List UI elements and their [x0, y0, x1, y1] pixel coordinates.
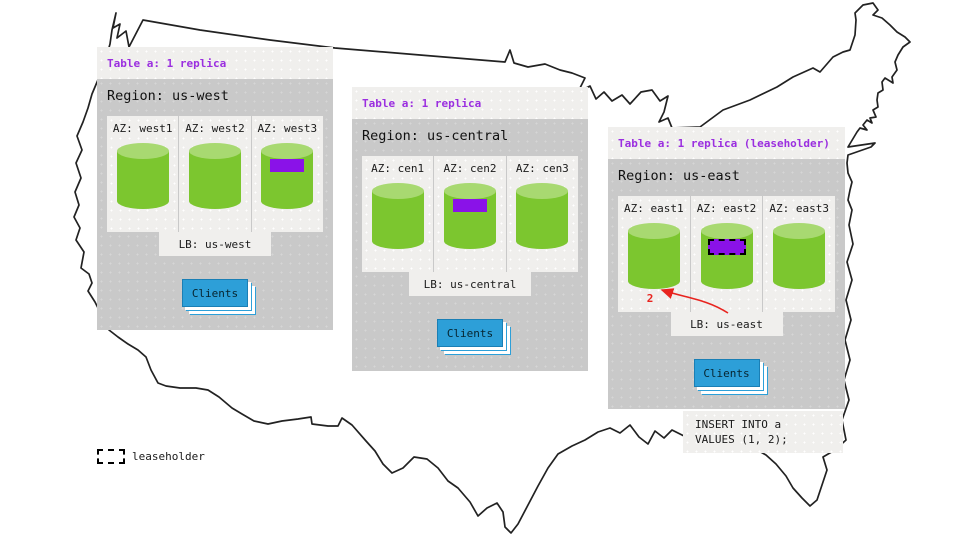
- az-cell-cen1: AZ: cen1: [362, 156, 433, 272]
- load-balancer-label: LB: us-east: [690, 317, 763, 331]
- replica-marker: [452, 199, 487, 212]
- az-label: AZ: west3: [257, 122, 318, 135]
- table-replica-header: Table a: 1 replica: [97, 47, 333, 79]
- load-balancer-label: LB: us-central: [423, 277, 517, 291]
- database-cylinder-icon: [515, 182, 569, 252]
- az-label: AZ: cen1: [371, 162, 425, 175]
- az-label: AZ: east2: [696, 202, 757, 215]
- region-label: Region: us-east: [618, 168, 740, 184]
- az-cell-cen2: AZ: cen2: [433, 156, 505, 272]
- az-cell-west2: AZ: west2: [178, 116, 250, 232]
- leaseholder-marker: [707, 239, 746, 255]
- az-label: AZ: cen3: [515, 162, 569, 175]
- clients-button[interactable]: Clients: [437, 319, 503, 347]
- az-cell-east1: AZ: east1: [618, 196, 690, 312]
- sql-line: VALUES (1, 2);: [695, 433, 788, 446]
- database-cylinder-icon: [116, 142, 170, 212]
- database-cylinder-icon: [371, 182, 425, 252]
- region-body: Region: us-east AZ: east1 AZ: east2: [608, 159, 845, 409]
- clients-button[interactable]: Clients: [693, 359, 760, 387]
- clients-label: Clients: [191, 286, 239, 300]
- table-replica-header: Table a: 1 replica (leaseholder): [608, 127, 845, 159]
- load-balancer-box: LB: us-west: [159, 232, 271, 256]
- load-balancer-box: LB: us-central: [409, 272, 531, 296]
- load-balancer-box: LB: us-east: [670, 312, 783, 336]
- region-panel-us-west: Table a: 1 replica Region: us-west AZ: w…: [97, 47, 333, 330]
- region-panel-us-east: Table a: 1 replica (leaseholder) Region:…: [608, 127, 845, 409]
- table-replica-label: Table a: 1 replica: [362, 96, 482, 110]
- az-label: AZ: east1: [624, 202, 684, 215]
- az-label: AZ: east3: [769, 202, 829, 215]
- az-cell-west3: AZ: west3: [250, 116, 323, 232]
- database-cylinder-icon: [700, 222, 754, 292]
- replica-marker: [270, 159, 305, 172]
- region-label: Region: us-west: [107, 88, 229, 104]
- leaseholder-legend: leaseholder: [97, 449, 205, 464]
- table-replica-header: Table a: 1 replica: [352, 87, 588, 119]
- region-panel-us-central: Table a: 1 replica Region: us-central AZ…: [352, 87, 588, 371]
- table-replica-label: Table a: 1 replica: [107, 56, 227, 70]
- sql-insert-note: INSERT INTO a VALUES (1, 2);: [683, 411, 843, 453]
- az-label: AZ: cen2: [443, 162, 497, 175]
- database-cylinder-icon: [772, 222, 826, 292]
- clients-label: Clients: [446, 326, 494, 340]
- az-cell-east3: AZ: east3: [762, 196, 835, 312]
- region-body: Region: us-central AZ: cen1 AZ: cen2: [352, 119, 588, 371]
- clients-label: Clients: [703, 366, 750, 380]
- az-label: AZ: west1: [112, 122, 173, 135]
- database-cylinder-icon: [627, 222, 681, 292]
- az-cell-cen3: AZ: cen3: [505, 156, 578, 272]
- clients-button[interactable]: Clients: [182, 279, 248, 307]
- az-container: AZ: east1 AZ: east2: [618, 196, 835, 312]
- load-balancer-label: LB: us-west: [178, 237, 252, 251]
- az-label: AZ: west2: [185, 122, 245, 135]
- table-replica-label: Table a: 1 replica (leaseholder): [618, 136, 830, 150]
- leaseholder-swatch-icon: [97, 449, 125, 464]
- region-label: Region: us-central: [362, 128, 509, 144]
- sql-line: INSERT INTO a: [695, 418, 782, 431]
- database-cylinder-icon: [443, 182, 497, 252]
- az-container: AZ: west1 AZ: west2: [107, 116, 323, 232]
- az-container: AZ: cen1 AZ: cen2: [362, 156, 578, 272]
- database-cylinder-icon: [188, 142, 242, 212]
- database-cylinder-icon: [260, 142, 314, 212]
- az-cell-east2: AZ: east2: [689, 196, 763, 312]
- leaseholder-legend-label: leaseholder: [132, 450, 205, 463]
- az-cell-west1: AZ: west1: [107, 116, 178, 232]
- region-body: Region: us-west AZ: west1 AZ: west2: [97, 79, 333, 330]
